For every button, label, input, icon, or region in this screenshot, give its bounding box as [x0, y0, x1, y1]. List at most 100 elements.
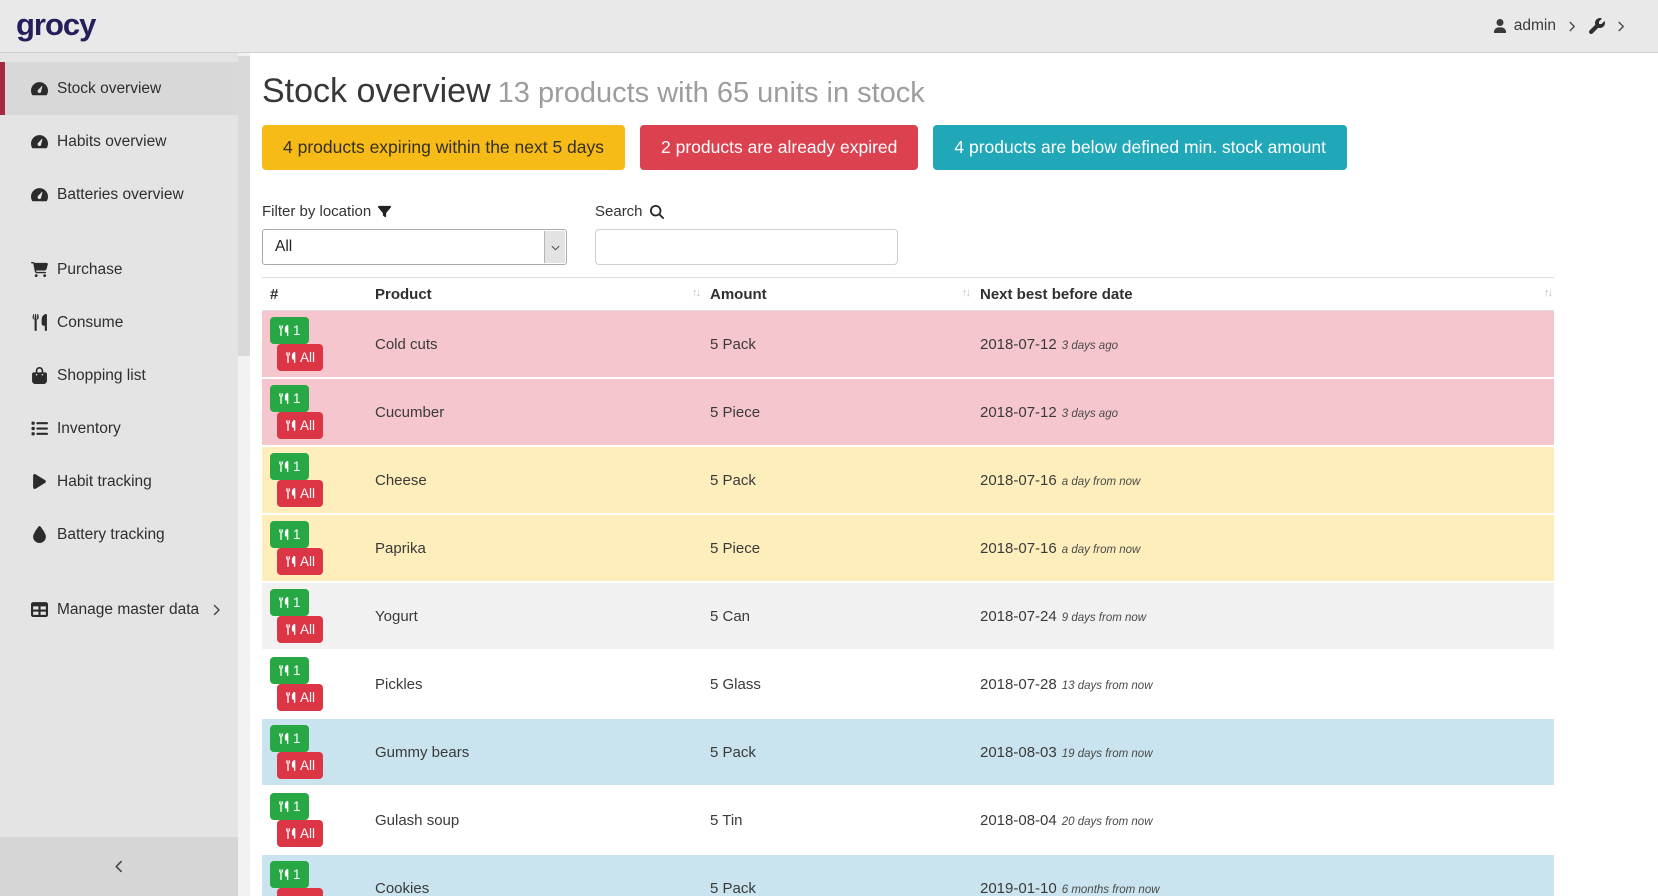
filter-row: Filter by location All Search	[262, 203, 1554, 265]
sidebar-item-habit-tracking[interactable]: Habit tracking	[0, 455, 238, 508]
sidebar-item-purchase[interactable]: Purchase	[0, 243, 238, 296]
table-row: 1AllGummy bears5 Pack2018-08-0319 days f…	[262, 718, 1554, 786]
app-logo[interactable]: grocy	[16, 9, 95, 44]
consume-all-button[interactable]: All	[277, 344, 323, 371]
utensils-icon	[285, 556, 296, 567]
product-cell: Yogurt	[367, 582, 702, 650]
utensils-icon	[278, 325, 289, 336]
sidebar-item-manage-master-data[interactable]: Manage master data	[0, 583, 238, 636]
amount-cell: 5 Pack	[702, 718, 972, 786]
sidebar-item-habits-overview[interactable]: Habits overview	[0, 115, 238, 168]
consume-one-button[interactable]: 1	[270, 793, 309, 820]
utensils-icon	[278, 801, 289, 812]
sidebar-item-consume[interactable]: Consume	[0, 296, 238, 349]
consume-one-button[interactable]: 1	[270, 725, 309, 752]
status-badge-0[interactable]: 4 products expiring within the next 5 da…	[262, 125, 625, 170]
utensils-icon	[285, 760, 296, 771]
app-header: grocy admin	[0, 0, 1658, 53]
sidebar-item-stock-overview[interactable]: Stock overview	[0, 62, 238, 115]
table-row: 1AllGulash soup5 Tin2018-08-0420 days fr…	[262, 786, 1554, 854]
page-subtitle: 13 products with 65 units in stock	[498, 77, 925, 109]
status-badge-2[interactable]: 4 products are below defined min. stock …	[933, 125, 1347, 170]
sort-icon[interactable]: ↑↓	[962, 287, 969, 299]
user-menu[interactable]: admin	[1493, 17, 1556, 35]
consume-cell: 1All	[262, 446, 367, 514]
cart-icon	[31, 261, 48, 278]
droplet-icon	[31, 526, 48, 543]
sidebar-item-label: Habits overview	[57, 133, 166, 151]
chevron-right-icon	[1566, 21, 1577, 32]
product-cell: Gulash soup	[367, 786, 702, 854]
relative-time: 19 days from now	[1062, 748, 1153, 760]
relative-time: a day from now	[1062, 544, 1141, 556]
sort-icon[interactable]: ↑↓	[1544, 287, 1551, 299]
consume-one-button[interactable]: 1	[270, 589, 309, 616]
consume-all-button[interactable]: All	[277, 480, 323, 507]
chevron-down-icon	[551, 243, 560, 252]
best-before-date: 2018-07-12	[980, 336, 1057, 353]
column-header-product[interactable]: Product↑↓	[367, 278, 702, 311]
consume-one-button[interactable]: 1	[270, 521, 309, 548]
product-cell: Pickles	[367, 650, 702, 718]
consume-all-button[interactable]: All	[277, 548, 323, 575]
status-badge-1[interactable]: 2 products are already expired	[640, 125, 918, 170]
amount-cell: 5 Pack	[702, 854, 972, 896]
relative-time: 3 days ago	[1062, 408, 1118, 420]
best-before-date: 2018-07-16	[980, 540, 1057, 557]
amount-value: 5 Pack	[710, 472, 756, 489]
best-before-date: 2018-07-16	[980, 472, 1057, 489]
consume-cell: 1All	[262, 650, 367, 718]
consume-all-button[interactable]: All	[277, 820, 323, 847]
column-header-amount[interactable]: Amount↑↓	[702, 278, 972, 311]
amount-cell: 5 Piece	[702, 514, 972, 582]
user-menu-chevron-icon[interactable]	[1566, 21, 1577, 32]
utensils-icon	[285, 828, 296, 839]
sidebar-item-shopping-list[interactable]: Shopping list	[0, 349, 238, 402]
consume-all-button[interactable]: All	[277, 684, 323, 711]
amount-value: 5 Can	[710, 608, 750, 625]
sidebar-item-battery-tracking[interactable]: Battery tracking	[0, 508, 238, 561]
amount-cell: 5 Pack	[702, 446, 972, 514]
consume-one-button[interactable]: 1	[270, 453, 309, 480]
best-before-cell: 2018-07-249 days from now	[972, 582, 1554, 650]
consume-all-button[interactable]: All	[277, 888, 323, 896]
select-dropdown-button[interactable]	[544, 231, 565, 263]
search-label: Search	[595, 203, 898, 220]
sidebar-collapse-button[interactable]	[0, 837, 238, 896]
chevron-right-icon	[210, 604, 222, 616]
amount-value: 5 Glass	[710, 676, 761, 693]
user-name: admin	[1514, 17, 1556, 35]
location-select[interactable]: All	[262, 229, 567, 265]
consume-cell: 1All	[262, 378, 367, 446]
sidebar-item-batteries-overview[interactable]: Batteries overview	[0, 168, 238, 221]
scrollbar-thumb[interactable]	[238, 56, 250, 356]
consume-one-button[interactable]: 1	[270, 385, 309, 412]
settings-menu-chevron-icon[interactable]	[1615, 21, 1626, 32]
consume-all-button[interactable]: All	[277, 752, 323, 779]
search-icon	[650, 205, 664, 219]
sidebar-item-inventory[interactable]: Inventory	[0, 402, 238, 455]
table-row: 1All Paprika 5 Piece 2018-07-16 a day from n…	[262, 514, 1554, 582]
sidebar-item-label: Consume	[57, 314, 123, 332]
column-header-next-best-before-date[interactable]: Next best before date↑↓	[972, 278, 1554, 311]
consume-cell: 1All	[262, 786, 367, 854]
search-input[interactable]	[595, 229, 898, 265]
consume-all-button[interactable]: All	[277, 616, 323, 643]
settings-menu[interactable]	[1589, 18, 1605, 34]
utensils-icon	[278, 529, 289, 540]
sidebar-item-label: Habit tracking	[57, 473, 152, 491]
relative-time: 13 days from now	[1062, 680, 1153, 692]
product-name: Paprika	[375, 540, 426, 557]
sidebar-scrollbar[interactable]	[238, 53, 250, 896]
consume-one-button[interactable]: 1	[270, 317, 309, 344]
chevron-right-icon	[1615, 21, 1626, 32]
utensils-icon	[278, 461, 289, 472]
consume-all-button[interactable]: All	[277, 412, 323, 439]
product-name: Cucumber	[375, 404, 444, 421]
amount-cell: 5 Piece	[702, 378, 972, 446]
consume-one-button[interactable]: 1	[270, 657, 309, 684]
product-name: Cold cuts	[375, 336, 438, 353]
consume-cell: 1All	[262, 514, 367, 582]
consume-one-button[interactable]: 1	[270, 861, 309, 888]
sort-icon[interactable]: ↑↓	[692, 287, 699, 299]
